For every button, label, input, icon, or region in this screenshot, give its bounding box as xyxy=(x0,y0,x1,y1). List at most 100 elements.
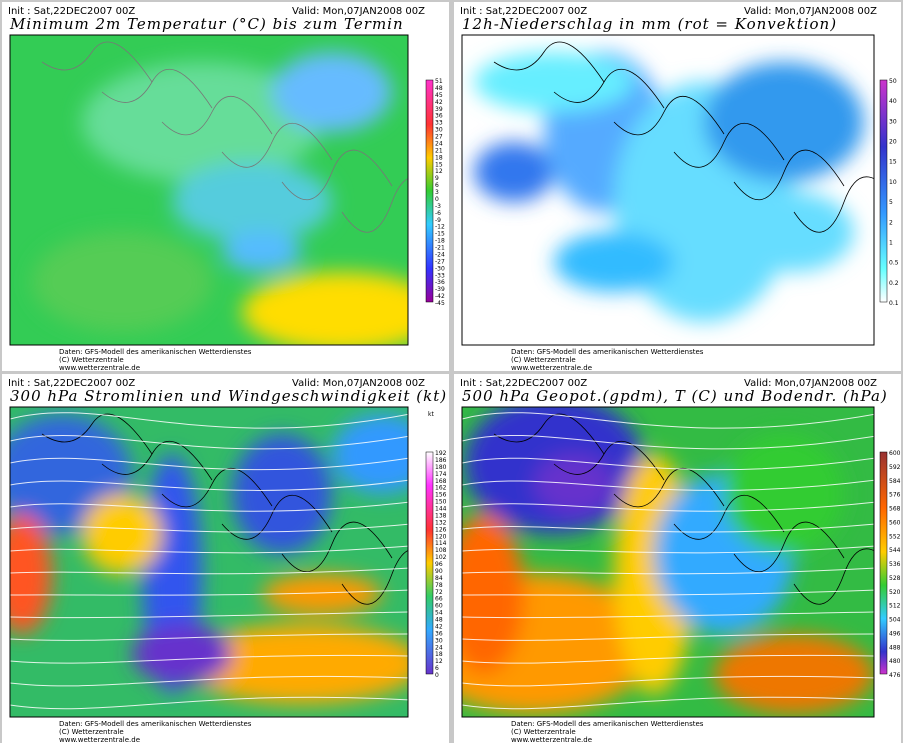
contour-line xyxy=(462,654,874,664)
colorbar-label: 568 xyxy=(889,506,901,513)
colorbar-label: 488 xyxy=(889,644,901,651)
init-time: Init : Sat,22DEC2007 00Z xyxy=(8,378,135,389)
credit-line: Daten: GFS-Modell des amerikanischen Wet… xyxy=(511,720,704,728)
colorbar-label: 48 xyxy=(435,617,443,624)
contour-line xyxy=(462,479,874,491)
colorbar-label: 592 xyxy=(889,464,901,471)
colorbar-label: 0 xyxy=(435,672,439,679)
panel: Init : Sat,22DEC2007 00Z Valid: Mon,07JAN… xyxy=(454,374,901,743)
colorbar-label: 10 xyxy=(889,179,897,186)
panel-title: 300 hPa Stromlinien und Windgeschwindigk… xyxy=(10,387,447,405)
contour-line xyxy=(10,479,408,491)
colorbar-label: -6 xyxy=(435,210,441,217)
colorbar-label: 584 xyxy=(889,478,901,485)
colorbar-label: 174 xyxy=(435,471,447,478)
coastline xyxy=(613,95,725,136)
colorbar-label: 78 xyxy=(435,582,443,589)
contour-line xyxy=(10,654,408,664)
colorbar-label: 186 xyxy=(435,457,447,464)
credit-line: (C) Wetterzentrale xyxy=(511,356,576,364)
coastline xyxy=(221,495,333,540)
panel: Init : Sat,22DEC2007 00Z Valid: Mon,07JAN… xyxy=(2,2,449,372)
valid-time: Valid: Mon,07JAN2008 00Z xyxy=(744,378,877,389)
field-blob xyxy=(82,494,162,574)
coastline xyxy=(493,413,605,455)
field-blob xyxy=(272,52,392,132)
field-blob xyxy=(704,62,864,182)
valid-time: Valid: Mon,07JAN2008 00Z xyxy=(292,378,425,389)
credit-line: Daten: GFS-Modell des amerikanischen Wet… xyxy=(511,348,704,356)
colorbar xyxy=(425,451,434,675)
colorbar-label: -30 xyxy=(435,265,445,272)
colorbar-label: 144 xyxy=(435,506,447,513)
credit-line: (C) Wetterzentrale xyxy=(59,356,124,364)
field-blob xyxy=(332,414,408,494)
colorbar-label: 45 xyxy=(435,92,443,99)
colorbar-label: -9 xyxy=(435,217,441,224)
colorbar-label: 552 xyxy=(889,533,901,540)
colorbar-label: 18 xyxy=(435,154,443,161)
colorbar-label: -21 xyxy=(435,245,445,252)
colorbar-label: -33 xyxy=(435,272,445,279)
colorbar xyxy=(879,79,888,303)
coastline xyxy=(793,176,874,233)
contour-line xyxy=(10,523,408,533)
colorbar-label: 0.5 xyxy=(889,260,899,267)
coastline xyxy=(613,467,725,508)
map xyxy=(10,407,408,717)
coastline xyxy=(733,149,845,200)
colorbar-label: 48 xyxy=(435,85,443,92)
field-blob xyxy=(242,272,408,345)
colorbar-label: 496 xyxy=(889,630,901,637)
coastline xyxy=(673,495,785,540)
colorbar-label: 20 xyxy=(889,139,897,146)
colorbar-label: 96 xyxy=(435,561,443,568)
contour-line xyxy=(462,611,874,619)
credit-line: Daten: GFS-Modell des amerikanischen Wet… xyxy=(59,348,252,356)
colorbar-label: 168 xyxy=(435,478,447,485)
field-blob xyxy=(554,232,674,292)
contour-line xyxy=(10,611,408,619)
contour-line xyxy=(462,434,874,450)
colorbar-label: 30 xyxy=(435,127,443,134)
contour-line xyxy=(10,501,408,512)
contour-line xyxy=(462,523,874,533)
colorbar-label: 0 xyxy=(435,196,439,203)
colorbar-label: 536 xyxy=(889,561,901,568)
field-blob xyxy=(32,232,212,332)
coastline xyxy=(101,68,213,109)
colorbar-label: 40 xyxy=(889,98,897,105)
colorbar-label: 150 xyxy=(435,499,447,506)
field-blob xyxy=(462,514,524,674)
coastline xyxy=(281,521,393,572)
map xyxy=(462,407,874,717)
map-border xyxy=(461,34,875,346)
coastline xyxy=(341,550,408,605)
colorbar-label: 132 xyxy=(435,519,447,526)
colorbar-label: 120 xyxy=(435,533,447,540)
colorbar-label: 9 xyxy=(435,175,439,182)
contour-line xyxy=(462,457,874,471)
colorbar-label: -12 xyxy=(435,224,445,231)
coastline xyxy=(673,123,785,168)
colorbar-label: -45 xyxy=(435,300,445,307)
colorbar-label: 512 xyxy=(889,603,901,610)
field-blobs xyxy=(462,407,874,714)
colorbar-label: 6 xyxy=(435,182,439,189)
colorbar-label: 36 xyxy=(435,630,443,637)
field-blobs xyxy=(32,52,408,345)
contour-line xyxy=(462,589,874,596)
credit-line: www.wetterzentrale.de xyxy=(511,736,592,743)
coastline xyxy=(41,41,153,83)
field-blobs xyxy=(10,414,408,704)
credit-line: (C) Wetterzentrale xyxy=(59,728,124,736)
colorbar-label: 126 xyxy=(435,526,447,533)
contour-line xyxy=(462,675,874,687)
field-blob xyxy=(724,434,844,554)
colorbar-label: 5 xyxy=(889,199,893,206)
panel-title: Minimum 2m Temperatur (°C) bis zum Termi… xyxy=(9,15,404,33)
colorbar-label: 2 xyxy=(889,219,893,226)
colorbar-label: 108 xyxy=(435,547,447,554)
valid-time: Valid: Mon,07JAN2008 00Z xyxy=(292,6,425,17)
colorbar-label: 192 xyxy=(435,450,447,457)
